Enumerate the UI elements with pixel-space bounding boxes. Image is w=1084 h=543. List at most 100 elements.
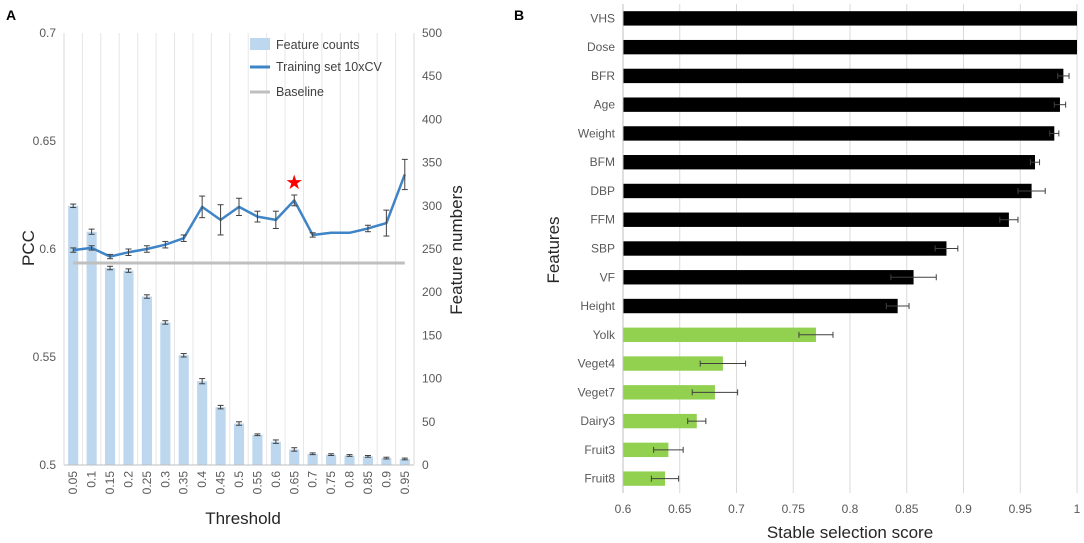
panel-b-x-tick-label: 0.6 <box>615 502 632 516</box>
panel-b-x-tick-label: 0.8 <box>842 502 859 516</box>
panel-a-x-tick-label: 0.2 <box>121 471 135 488</box>
selection-score-bar <box>623 68 1064 84</box>
feature-count-bar <box>104 268 116 465</box>
panel-b-bars <box>623 11 1077 486</box>
panel-a-y-tick-label: 0.5 <box>39 458 56 472</box>
significance-star-icon: ★ <box>285 172 303 194</box>
panel-a-y2-ticks: 0 50 100 150 200 250 300 350 400 450 500 <box>422 26 442 472</box>
panel-b-category-label: Height <box>580 299 615 313</box>
panel-b-category-label: BFM <box>590 155 615 169</box>
panel-b-category-label: Fruit8 <box>584 472 615 486</box>
panel-a-y-tick-label: 0.7 <box>39 26 56 40</box>
panel-a-x-tick-label: 0.9 <box>379 471 393 488</box>
panel-a-y2-title: Feature numbers <box>447 185 466 314</box>
panel-a-x-tick-label: 0.4 <box>195 471 209 488</box>
feature-count-bar <box>252 434 263 465</box>
panel-b-x-tick-label: 0.85 <box>895 502 919 516</box>
panel-b-category-label: Age <box>594 98 616 112</box>
panel-b-category-label: Dose <box>587 40 615 54</box>
panel-b-category-labels: VHS Dose BFR Age Weight BFM DBP FFM SBP VF Height Y… <box>578 11 616 485</box>
panel-b-category-label: DBP <box>590 184 615 198</box>
panel-a-x-tick-label: 0.6 <box>269 471 283 488</box>
panel-b-category-label: Dairy3 <box>580 414 615 428</box>
selection-score-bar <box>623 270 914 285</box>
panel-b-category-label: Yolk <box>593 328 616 342</box>
panel-b-x-title: Stable selection score <box>767 523 933 542</box>
selection-score-bar <box>623 298 898 314</box>
panel-b-category-label: BFR <box>591 69 615 83</box>
feature-count-bar <box>86 231 97 465</box>
panel-b-errors <box>650 72 1070 482</box>
selection-score-bar <box>623 327 816 342</box>
panel-a-y2-tick-label: 100 <box>422 372 442 386</box>
selection-score-bar <box>623 356 723 371</box>
legend-label-baseline: Baseline <box>276 85 324 99</box>
panel-a-y2-tick-label: 400 <box>422 112 442 126</box>
panel-a-y-ticks: 0.5 0.55 0.6 0.65 0.7 <box>33 26 57 472</box>
feature-count-bar <box>362 456 374 465</box>
panel-a-y2-tick-label: 0 <box>422 458 429 472</box>
panel-b-category-label: SBP <box>591 242 615 256</box>
panel-b-category-label: Veget4 <box>578 357 616 371</box>
panel-a-legend: Feature counts Training set 10xCV Baseli… <box>250 38 382 99</box>
panel-a-x-tick-label: 0.1 <box>85 471 99 488</box>
panel-b-category-label: Weight <box>578 126 616 140</box>
panel-a-y2-tick-label: 350 <box>422 156 442 170</box>
panel-a-y2-tick-label: 250 <box>422 242 442 256</box>
selection-score-bar <box>623 241 947 256</box>
feature-count-bar <box>197 381 208 465</box>
panel-a-y2-tick-label: 150 <box>422 328 442 342</box>
panel-b-category-label: FFM <box>590 213 615 227</box>
selection-score-bar <box>623 212 1009 227</box>
feature-count-bar <box>178 355 189 465</box>
panel-a-x-tick-label: 0.7 <box>306 471 320 488</box>
panel-a-x-tick-label: 0.55 <box>250 471 264 495</box>
selection-score-bar <box>623 442 669 458</box>
panel-b-y-title: Features <box>544 216 563 283</box>
selection-score-bar <box>623 183 1032 199</box>
feature-count-bar <box>68 205 79 466</box>
panel-a-y2-tick-label: 300 <box>422 199 442 213</box>
panel-a-x-tick-label: 0.35 <box>177 471 191 495</box>
selection-score-bar <box>623 155 1036 170</box>
panel-a-y-tick-label: 0.55 <box>33 350 57 364</box>
panel-a-label: A <box>6 7 16 23</box>
panel-a-y-tick-label: 0.65 <box>33 134 57 148</box>
panel-b-x-tick-label: 0.75 <box>782 502 806 516</box>
selection-score-bar <box>623 413 697 429</box>
legend-swatch-bars <box>250 38 270 50</box>
panel-a-y-tick-label: 0.6 <box>39 242 56 256</box>
panel-a-x-tick-label: 0.5 <box>232 471 246 488</box>
selection-score-bar <box>623 97 1060 112</box>
feature-count-bar <box>289 449 300 465</box>
panel-a-y-title: PCC <box>19 230 38 266</box>
panel-a-y2-tick-label: 50 <box>422 415 436 429</box>
feature-count-bar <box>399 458 410 465</box>
panel-a-x-tick-label: 0.8 <box>343 471 357 488</box>
panel-a-axes <box>63 33 415 466</box>
panel-b-x-tick-label: 0.95 <box>1009 502 1033 516</box>
panel-a-gridlines <box>63 33 415 465</box>
feature-count-bar <box>326 454 337 465</box>
legend-label-line: Training set 10xCV <box>276 60 382 74</box>
panel-a-line-errors <box>70 158 408 260</box>
feature-count-bar <box>307 453 318 465</box>
panel-a-y2-tick-label: 500 <box>422 26 442 40</box>
panel-a-x-tick-label: 0.95 <box>398 471 412 495</box>
feature-count-bar <box>215 407 226 465</box>
panel-a-x-ticks: 0.05 0.1 0.15 0.2 0.25 0.3 0.35 0.4 0.45 0.5 0.55 0… <box>66 471 412 495</box>
selection-score-bar <box>623 39 1077 55</box>
selection-score-bar <box>623 11 1077 26</box>
panel-b-x-tick-label: 0.7 <box>728 502 745 516</box>
selection-score-bar <box>623 471 665 486</box>
panel-a-x-tick-label: 0.05 <box>66 471 80 495</box>
panel-a-x-tick-label: 0.25 <box>140 471 154 495</box>
panel-b-x-tick-label: 1 <box>1074 502 1081 516</box>
feature-count-bar <box>270 441 281 465</box>
panel-a-x-tick-label: 0.65 <box>287 471 301 495</box>
feature-count-bar <box>381 458 392 465</box>
selection-score-bar <box>623 126 1055 141</box>
legend-label-bars: Feature counts <box>276 38 359 52</box>
selection-score-bar <box>623 385 715 400</box>
feature-count-bar <box>344 455 355 465</box>
